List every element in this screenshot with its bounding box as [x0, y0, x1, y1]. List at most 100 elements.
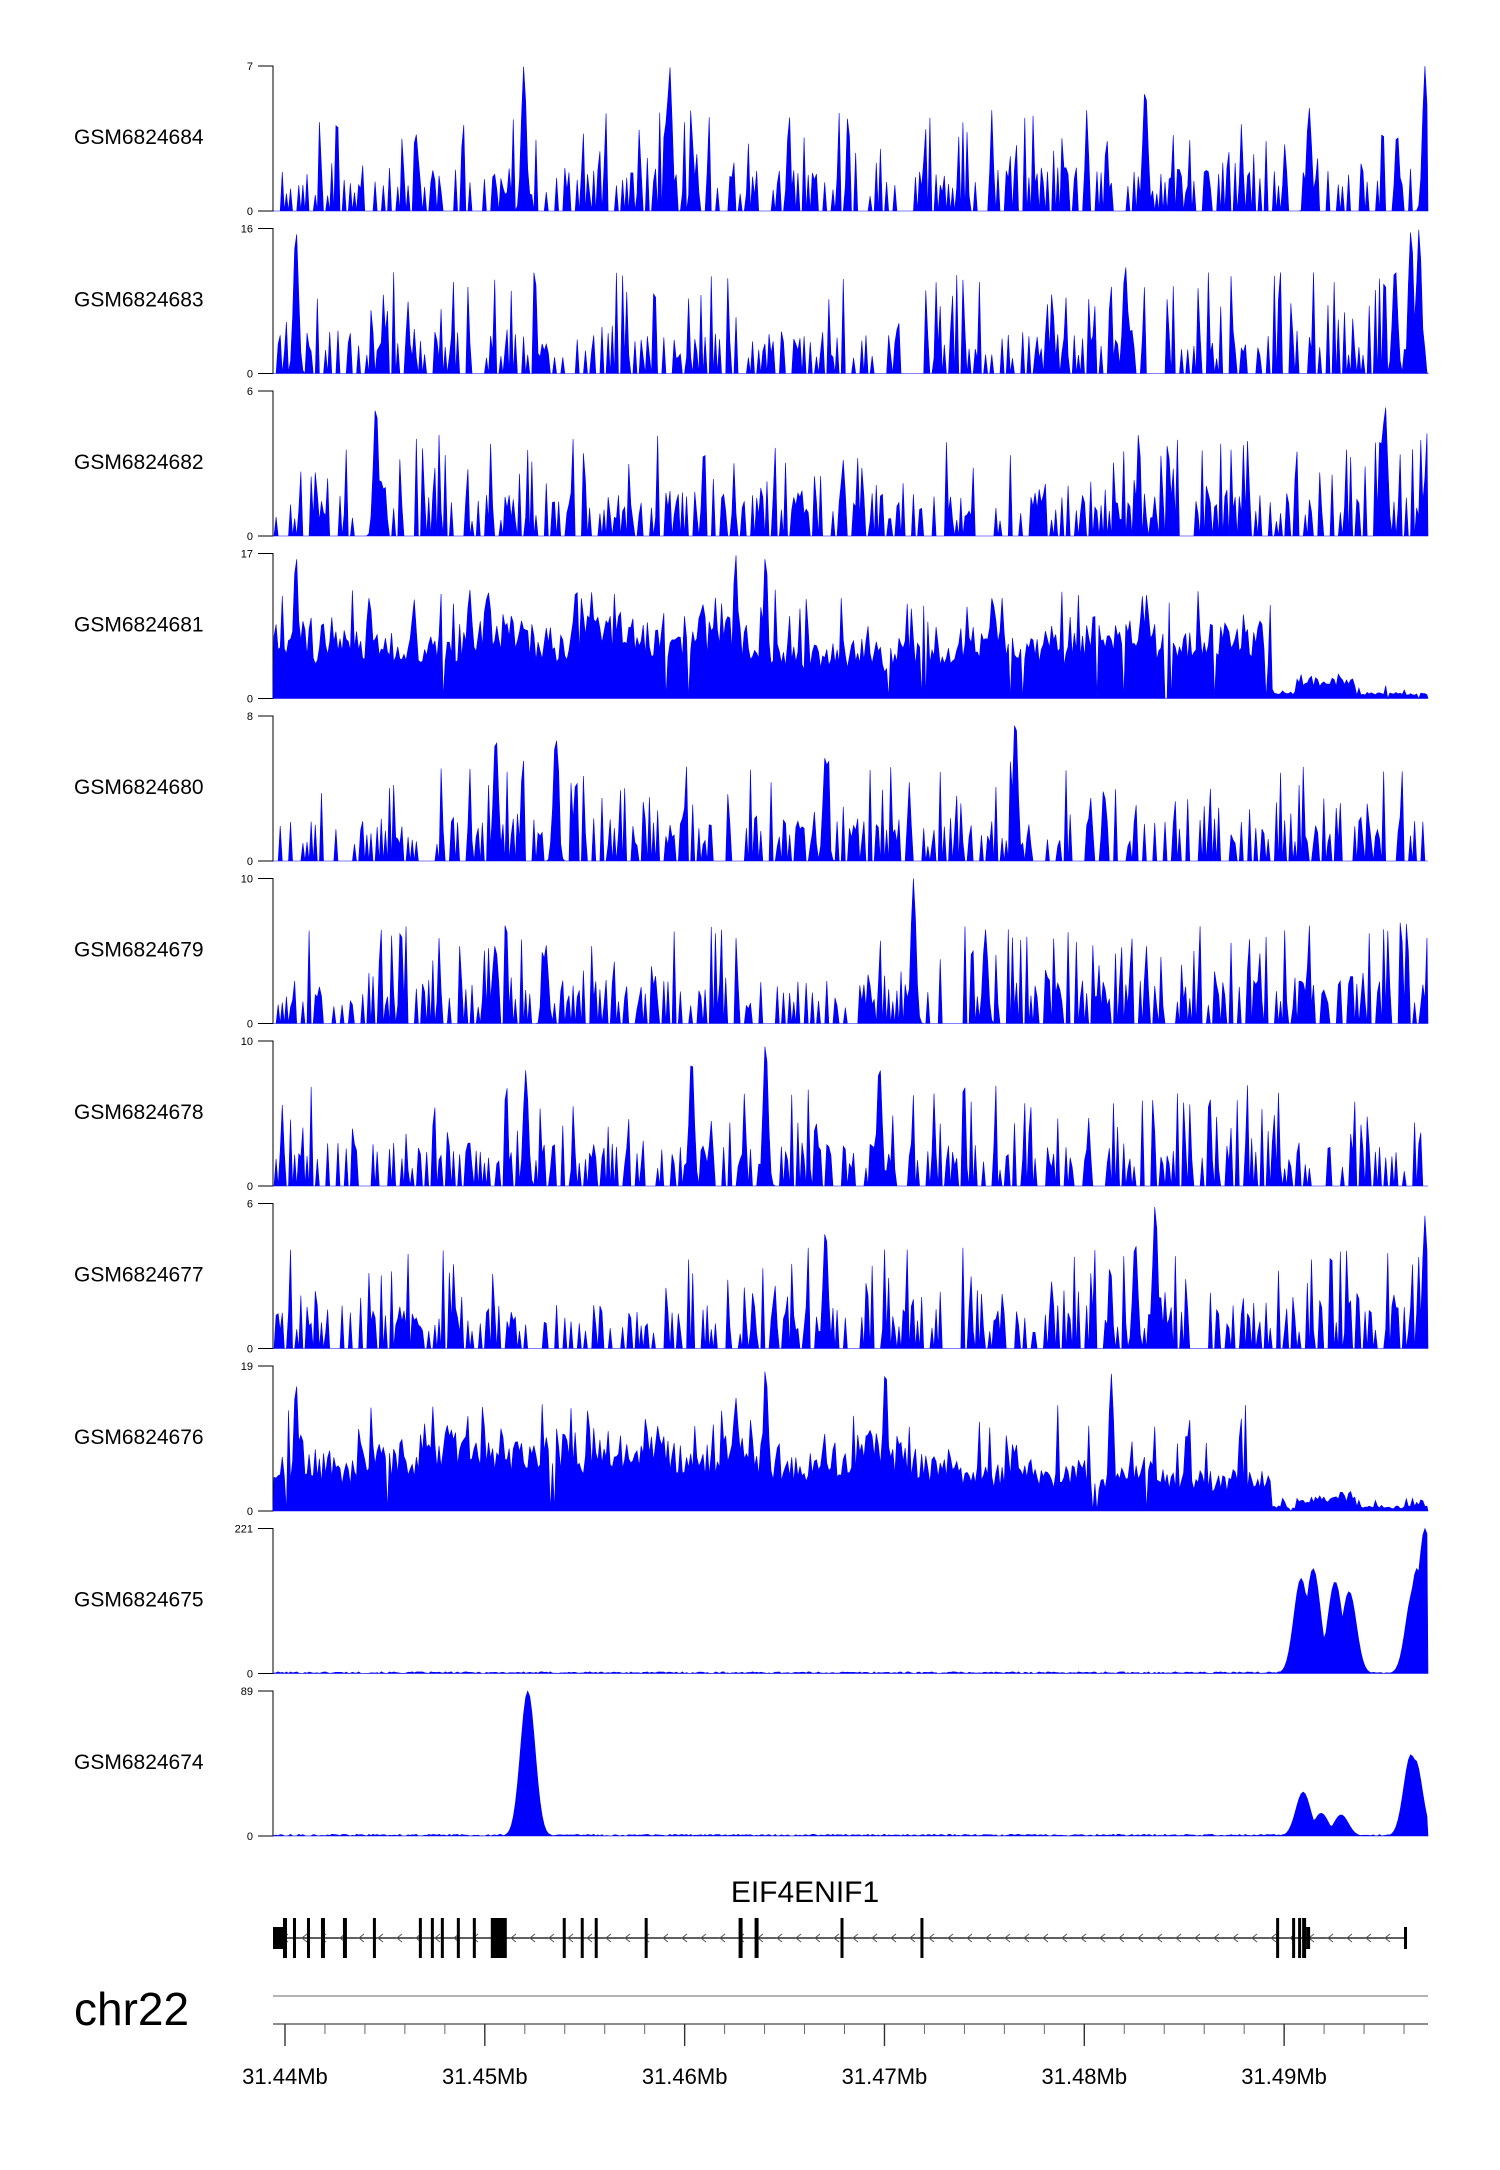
coverage-track: GSM6824684 7 0	[74, 61, 1429, 218]
y-max-label: 8	[247, 711, 253, 723]
gene-exon	[273, 1927, 283, 1949]
strand-arrow	[795, 1933, 802, 1943]
track-label: GSM6824677	[74, 1264, 204, 1287]
track-label: GSM6824680	[74, 776, 204, 799]
gene-exon	[594, 1918, 598, 1958]
gene-exon	[1292, 1918, 1296, 1958]
gene-track: EIF4ENIF1	[273, 1876, 1408, 1958]
y-axis	[258, 390, 274, 537]
strand-arrow	[833, 1933, 840, 1943]
gene-exon	[920, 1918, 924, 1958]
y-axis	[258, 228, 274, 374]
x-tick-label: 31.48Mb	[1041, 2064, 1127, 2089]
gene-exon	[580, 1918, 584, 1958]
gene-exon	[1306, 1927, 1311, 1949]
gene-exon	[840, 1918, 844, 1958]
coverage-track: GSM6824675 221 0	[74, 1524, 1429, 1681]
strand-arrow	[1137, 1933, 1144, 1943]
y-min-label: 0	[247, 1344, 253, 1356]
coverage-track: GSM6824680 8 0	[74, 711, 1428, 868]
coverage-track: GSM6824681 17 0	[74, 549, 1429, 706]
gene-exon	[320, 1918, 325, 1958]
y-axis	[258, 715, 274, 862]
coverage-area	[273, 725, 1428, 862]
strand-arrow	[1080, 1933, 1087, 1943]
gene-exon	[292, 1918, 296, 1958]
track-label: GSM6824675	[74, 1589, 204, 1612]
strand-arrow	[377, 1933, 384, 1943]
strand-arrow	[1156, 1933, 1163, 1943]
coverage-area	[273, 407, 1429, 537]
y-max-label: 17	[241, 549, 253, 561]
x-tick-label: 31.47Mb	[842, 2064, 928, 2089]
track-label: GSM6824676	[74, 1426, 204, 1449]
gene-exon	[456, 1918, 460, 1958]
y-max-label: 16	[241, 224, 253, 236]
strand-arrow	[605, 1933, 612, 1943]
track-label: GSM6824681	[74, 614, 204, 637]
gene-exon	[418, 1918, 422, 1958]
gene-exon	[440, 1918, 444, 1958]
strand-arrow	[700, 1933, 707, 1943]
coverage-area	[272, 1371, 1429, 1512]
track-label: GSM6824678	[74, 1101, 204, 1124]
y-max-label: 89	[241, 1686, 253, 1698]
strand-arrow	[1042, 1933, 1049, 1943]
strand-arrow	[1384, 1933, 1391, 1943]
y-min-label: 0	[247, 531, 253, 543]
strand-arrow	[1023, 1933, 1030, 1943]
gene-exon	[1276, 1918, 1280, 1958]
coverage-area	[273, 878, 1429, 1025]
track-label: GSM6824679	[74, 939, 204, 962]
y-min-label: 0	[247, 1831, 253, 1843]
y-axis	[258, 1040, 274, 1187]
strand-arrow	[301, 1933, 308, 1943]
strand-arrow	[662, 1933, 669, 1943]
strand-arrow	[928, 1933, 935, 1943]
genome-axis: chr22 31.44Mb 31.45Mb 31.46Mb 31.47Mb 31.48Mb…	[74, 1983, 1428, 2089]
strand-arrow	[890, 1933, 897, 1943]
gene-exon	[1404, 1927, 1408, 1949]
coverage-area	[273, 1046, 1428, 1187]
coverage-area	[272, 1527, 1429, 1674]
strand-arrow	[966, 1933, 973, 1943]
strand-arrow	[871, 1933, 878, 1943]
strand-arrow	[985, 1933, 992, 1943]
gene-exon	[472, 1918, 476, 1958]
strand-arrow	[548, 1933, 555, 1943]
y-axis	[258, 65, 274, 212]
coverage-area	[272, 555, 1429, 700]
y-min-label: 0	[247, 856, 253, 868]
coverage-track: GSM6824683 16 0	[74, 224, 1429, 381]
strand-arrow	[1099, 1933, 1106, 1943]
track-label: GSM6824674	[74, 1751, 204, 1774]
x-tick-label: 31.46Mb	[642, 2064, 728, 2089]
track-label: GSM6824682	[74, 451, 204, 474]
strand-arrow	[1346, 1933, 1353, 1943]
strand-arrow	[1251, 1933, 1258, 1943]
strand-arrow	[947, 1933, 954, 1943]
y-min-label: 0	[247, 369, 253, 381]
strand-arrow	[358, 1933, 365, 1943]
strand-arrow	[1194, 1933, 1201, 1943]
strand-arrow	[624, 1933, 631, 1943]
strand-arrow	[510, 1933, 517, 1943]
y-axis	[258, 1528, 274, 1674]
y-min-label: 0	[247, 694, 253, 706]
x-tick-label: 31.49Mb	[1241, 2064, 1327, 2089]
y-max-label: 10	[241, 1036, 253, 1048]
y-axis	[258, 1203, 274, 1349]
strand-arrow	[852, 1933, 859, 1943]
y-max-label: 6	[247, 1199, 253, 1211]
gene-exon	[372, 1918, 376, 1958]
strand-arrow	[396, 1933, 403, 1943]
gene-name: EIF4ENIF1	[731, 1876, 879, 1909]
y-min-label: 0	[247, 1669, 253, 1681]
strand-arrow	[1270, 1933, 1277, 1943]
gene-exon	[644, 1918, 648, 1958]
strand-arrow	[1213, 1933, 1220, 1943]
strand-arrow	[814, 1933, 821, 1943]
strand-arrow	[1004, 1933, 1011, 1943]
y-axis	[258, 1365, 274, 1512]
